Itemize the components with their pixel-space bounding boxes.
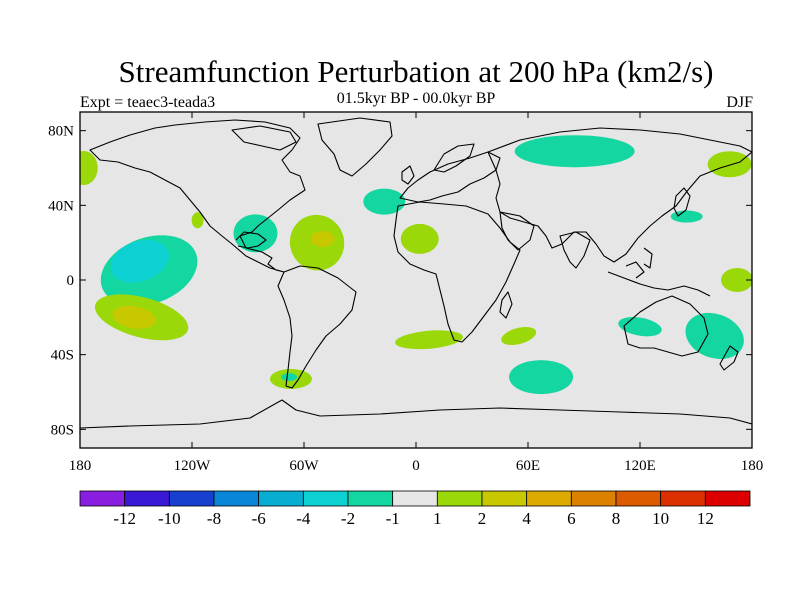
colorbar-swatch bbox=[436, 490, 483, 507]
colorbar-label: 12 bbox=[697, 509, 714, 528]
coast-madagascar bbox=[499, 291, 513, 319]
colorbar-label: 1 bbox=[433, 509, 442, 528]
coast-antarctica bbox=[80, 399, 752, 429]
anomaly-region bbox=[110, 239, 169, 283]
chart-title: Streamfunction Perturbation at 200 hPa (… bbox=[119, 54, 714, 89]
coast-asia bbox=[487, 127, 752, 263]
colorbar-swatch bbox=[79, 490, 126, 507]
x-tick-label: 120E bbox=[624, 458, 656, 474]
coast-europe bbox=[399, 151, 501, 203]
anomaly-region bbox=[395, 330, 463, 350]
x-tick-label: 180 bbox=[69, 458, 92, 474]
coast-greenland bbox=[317, 117, 393, 177]
colorbar-label: -6 bbox=[252, 509, 266, 528]
anomaly-region bbox=[670, 210, 703, 223]
map-panel: 180 120W 60W 0 60E 120E 180 80N 40N 0 40S 80S bbox=[48, 111, 763, 474]
colorbar-swatch bbox=[615, 490, 662, 507]
colorbar-label: -12 bbox=[113, 509, 136, 528]
coast-britain bbox=[401, 165, 415, 185]
coast-africa bbox=[393, 201, 521, 343]
colorbar-label: 8 bbox=[612, 509, 621, 528]
anomaly-region bbox=[501, 326, 537, 346]
coast-new-zealand bbox=[719, 345, 739, 371]
anomaly-region bbox=[400, 223, 439, 254]
x-tick-label: 0 bbox=[412, 458, 420, 474]
colorbar-label: -1 bbox=[386, 509, 400, 528]
anomaly-region bbox=[707, 151, 752, 178]
colorbar-label: -10 bbox=[158, 509, 181, 528]
colorbar-label: -4 bbox=[296, 509, 311, 528]
colorbar-label: 2 bbox=[478, 509, 487, 528]
anomaly-region bbox=[514, 135, 635, 168]
colorbar-swatch bbox=[168, 490, 215, 507]
coast-scandinavia bbox=[433, 143, 475, 173]
coast-arabia bbox=[499, 211, 535, 251]
anomaly-region bbox=[281, 373, 298, 382]
x-tick-label: 180 bbox=[741, 458, 764, 474]
colorbar-swatch bbox=[570, 490, 617, 507]
coast-north-america bbox=[89, 119, 306, 273]
map-background bbox=[80, 112, 752, 448]
y-tick-label: 80N bbox=[48, 124, 74, 140]
y-tick-label: 0 bbox=[67, 273, 75, 289]
y-tick-label: 40S bbox=[51, 348, 74, 364]
colorbar-swatch bbox=[660, 490, 706, 507]
anomaly-region bbox=[80, 151, 98, 185]
colorbar-swatch bbox=[213, 490, 260, 507]
colorbar-swatch bbox=[258, 490, 304, 507]
coast-arctic-islands bbox=[231, 125, 297, 151]
map-ticks: 180 120W 60W 0 60E 120E 180 80N 40N 0 40S 80S bbox=[48, 112, 763, 474]
colorbar-swatch bbox=[124, 490, 170, 507]
anomaly-region bbox=[721, 268, 752, 292]
colorbar: -12 -10 -8 -6 -4 -2 -1 1 2 4 6 8 10 12 bbox=[79, 490, 751, 528]
colorbar-swatch bbox=[347, 490, 394, 507]
anomaly-region bbox=[310, 230, 335, 247]
x-tick-label: 60W bbox=[289, 458, 319, 474]
coast-south-america bbox=[277, 265, 357, 389]
season-label: DJF bbox=[726, 94, 753, 111]
y-tick-label: 80S bbox=[51, 422, 74, 438]
coast-indonesia bbox=[607, 247, 711, 297]
colorbar-swatch bbox=[481, 490, 528, 507]
anomaly-region bbox=[509, 360, 574, 395]
anomaly-region bbox=[112, 305, 156, 329]
x-tick-label: 60E bbox=[516, 458, 540, 474]
experiment-label: Expt = teaec3-teada3 bbox=[80, 94, 215, 111]
colorbar-label: 4 bbox=[522, 509, 531, 528]
coast-gulf bbox=[235, 231, 267, 249]
y-tick-label: 40N bbox=[48, 198, 74, 214]
colorbar-swatch bbox=[392, 490, 438, 507]
chart-subtitle: 01.5kyr BP - 00.0kyr BP bbox=[337, 90, 496, 107]
coastlines bbox=[80, 117, 752, 429]
colorbar-label: -8 bbox=[207, 509, 221, 528]
colorbar-swatch bbox=[704, 490, 751, 507]
anomaly-region bbox=[191, 212, 204, 229]
colorbar-swatch bbox=[302, 490, 349, 507]
coast-australia bbox=[623, 295, 709, 357]
coast-japan bbox=[673, 187, 691, 217]
colorbar-label: 6 bbox=[567, 509, 576, 528]
anomaly-regions bbox=[80, 135, 752, 395]
x-tick-label: 120W bbox=[174, 458, 212, 474]
colorbar-swatch bbox=[526, 490, 572, 507]
colorbar-label: 10 bbox=[652, 509, 669, 528]
coast-india bbox=[559, 231, 591, 269]
anomaly-region bbox=[363, 188, 406, 215]
colorbar-label: -2 bbox=[341, 509, 355, 528]
